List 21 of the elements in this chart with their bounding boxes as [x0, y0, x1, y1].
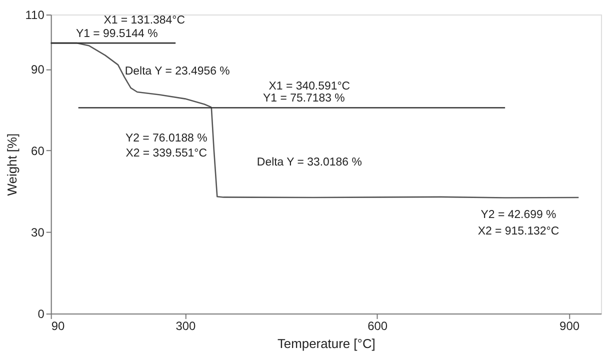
annotation: Y2 = 42.699 % — [480, 208, 556, 221]
annotation: X2 = 915.132°C — [478, 225, 560, 238]
annotation: Delta Y = 33.0186 % — [256, 156, 362, 169]
y-tick-label: 90 — [31, 62, 45, 76]
annotation: Y1 = 99.5144 % — [76, 28, 158, 40]
annotation: Y1 = 75.7183 % — [263, 92, 345, 104]
annotation: Delta Y = 23.4956 % — [124, 65, 230, 78]
x-axis-title: Temperature [°C] — [277, 336, 376, 351]
annotation: X1 = 131.384°C — [104, 14, 186, 27]
annotation: X1 = 340.591°C — [268, 80, 350, 92]
y-tick-label: 0 — [38, 307, 45, 322]
annotation: Y2 = 76.0188 % — [125, 132, 208, 145]
x-tick-label: 900 — [560, 319, 580, 333]
y-axis-title: Weight [%] — [4, 133, 20, 196]
x-tick-label: 90 — [51, 319, 65, 333]
y-tick-label: 60 — [31, 144, 45, 158]
x-tick-label: 600 — [368, 319, 388, 333]
x-tick-label: 300 — [176, 319, 196, 333]
annotation: X2 = 339.551°C — [126, 148, 208, 160]
y-tick-label: 110 — [25, 8, 45, 22]
y-tick-label: 30 — [31, 225, 45, 240]
